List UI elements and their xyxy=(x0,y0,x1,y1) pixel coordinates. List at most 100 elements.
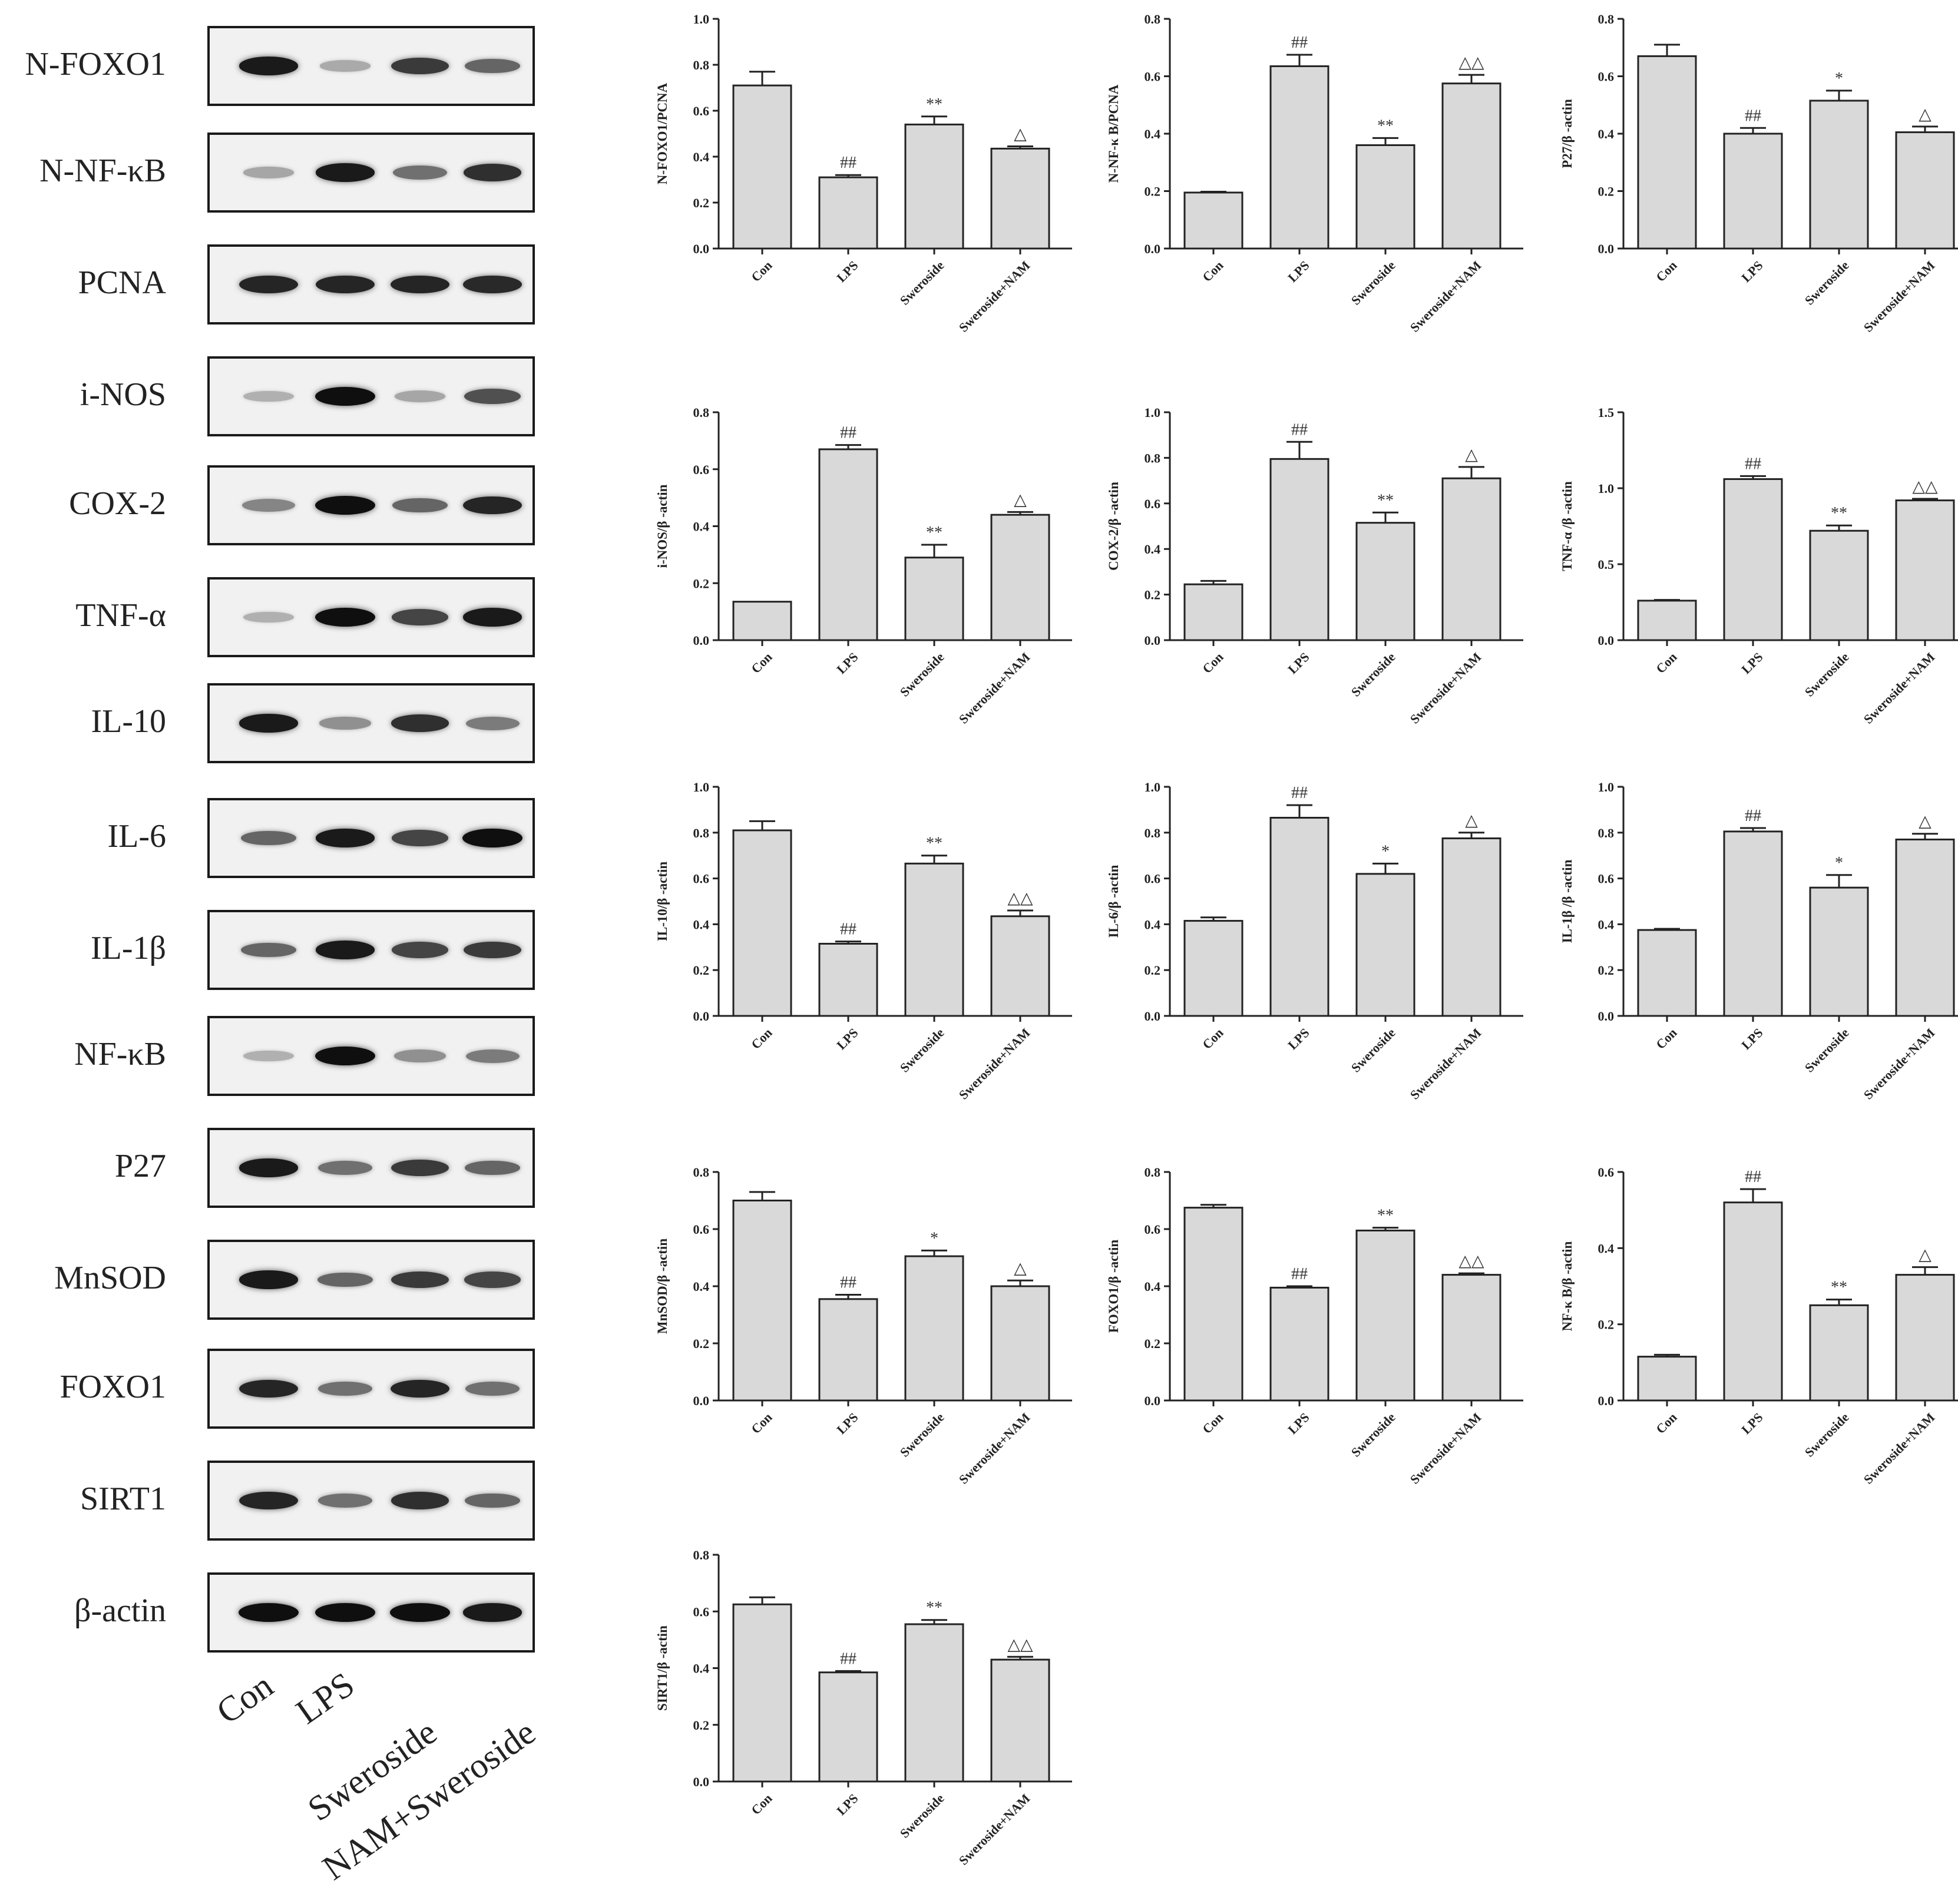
blot-band xyxy=(317,1161,373,1175)
x-tick-label: Con xyxy=(1653,1025,1679,1052)
significance-mark: △△ xyxy=(1458,1252,1484,1270)
x-tick-label: Con xyxy=(1653,1410,1679,1436)
blot-band xyxy=(391,830,449,846)
y-tick-label: 0.2 xyxy=(1598,1317,1615,1332)
y-tick-label: 0.8 xyxy=(1145,451,1161,465)
blot-band xyxy=(315,1047,375,1065)
x-tick-label: Sweroside+NAM xyxy=(1407,1025,1484,1102)
bar xyxy=(1637,55,1697,250)
blot-band xyxy=(465,1160,520,1175)
significance-mark: △ xyxy=(1465,446,1478,464)
x-tick-label: Con xyxy=(1199,258,1226,284)
blot-band xyxy=(463,164,522,181)
blot-band xyxy=(239,714,299,733)
bar xyxy=(1269,65,1329,250)
blot-strip xyxy=(207,26,535,106)
x-tick-label: Sweroside xyxy=(1348,1025,1398,1075)
y-tick-label: 0.6 xyxy=(1598,872,1615,886)
blot-band xyxy=(319,717,372,730)
blot-strip xyxy=(207,910,535,990)
blot-band xyxy=(391,275,449,294)
y-tick-label: 0.0 xyxy=(1145,1009,1161,1024)
y-tick-label: 0.6 xyxy=(1145,1222,1161,1237)
y-axis-label: N-NF-κ B/PCNA xyxy=(1106,84,1121,183)
bar xyxy=(818,448,878,641)
bar xyxy=(1183,1207,1243,1402)
blot-label: N-FOXO1 xyxy=(25,46,166,82)
significance-mark: ** xyxy=(926,1599,942,1617)
bar xyxy=(818,1671,878,1783)
bar xyxy=(1895,838,1955,1017)
bar xyxy=(818,942,878,1017)
blot-band xyxy=(239,1491,298,1510)
blot-band xyxy=(315,829,375,847)
bar xyxy=(1723,478,1783,641)
y-tick-label: 0.0 xyxy=(693,1774,710,1789)
blot-band xyxy=(465,716,520,730)
y-tick-label: 0.0 xyxy=(693,1393,710,1408)
x-tick-label: LPS xyxy=(1738,258,1765,285)
significance-mark: ## xyxy=(840,1274,856,1292)
blot-label: PCNA xyxy=(78,264,166,301)
western-blot-panel: N-FOXO1 N-NF-κB PCNA i-NOS COX-2 TNF-α IL-10 IL… xyxy=(0,0,548,1904)
blot-band xyxy=(465,1049,520,1063)
bar xyxy=(904,123,964,250)
bar xyxy=(1269,1286,1329,1402)
significance-mark: △ xyxy=(1014,1259,1027,1277)
x-tick-label: Sweroside+NAM xyxy=(1861,1410,1938,1487)
y-tick-label: 0.8 xyxy=(1598,12,1615,27)
y-tick-label: 0.8 xyxy=(693,826,710,840)
x-tick-label: Sweroside xyxy=(1802,258,1852,308)
blot-band xyxy=(243,611,294,623)
blot-band xyxy=(465,1382,520,1396)
y-tick-label: 0.4 xyxy=(1145,917,1161,932)
bar xyxy=(1441,82,1501,250)
y-tick-label: 0.2 xyxy=(1145,184,1161,199)
blot-band xyxy=(316,275,375,294)
blot-band xyxy=(391,57,449,75)
blot-band xyxy=(462,829,522,847)
bar xyxy=(1723,133,1783,250)
bar xyxy=(1809,1304,1869,1402)
significance-mark: ** xyxy=(1377,491,1394,509)
x-tick-label: Con xyxy=(748,1025,775,1052)
blot-band xyxy=(465,1493,520,1508)
bar xyxy=(990,915,1050,1017)
bar xyxy=(990,514,1050,641)
blot-band xyxy=(239,1379,298,1398)
bar xyxy=(1183,191,1243,250)
lane-label: LPS xyxy=(289,1664,362,1731)
blot-band xyxy=(239,1158,299,1177)
blot-band xyxy=(463,276,522,293)
blot-strip xyxy=(207,356,535,436)
blot-label: IL-1β xyxy=(91,930,166,966)
y-tick-label: 0.0 xyxy=(1598,633,1615,648)
significance-mark: ## xyxy=(1745,455,1761,473)
significance-mark: * xyxy=(1381,842,1390,860)
blot-strip xyxy=(207,465,535,545)
y-tick-label: 0.8 xyxy=(693,1548,710,1562)
y-tick-label: 1.0 xyxy=(1598,780,1615,794)
blot-band xyxy=(392,165,448,180)
blot-band xyxy=(241,830,296,846)
blot-band xyxy=(243,167,295,178)
significance-mark: * xyxy=(1835,69,1843,88)
y-tick-label: 0.4 xyxy=(1145,127,1161,141)
bar xyxy=(1895,1274,1955,1402)
bar xyxy=(1441,837,1501,1017)
x-tick-label: LPS xyxy=(834,258,861,285)
y-tick-label: 0.0 xyxy=(1145,633,1161,648)
significance-mark: △ xyxy=(1465,812,1478,830)
bar xyxy=(1355,873,1415,1017)
blot-label: N-NF-κB xyxy=(39,153,166,189)
y-tick-label: 0.0 xyxy=(1598,241,1615,256)
bar xyxy=(1809,100,1869,250)
blot-band xyxy=(239,1270,299,1289)
bar xyxy=(818,176,878,250)
y-tick-label: 0.5 xyxy=(1598,557,1615,572)
x-tick-label: Sweroside xyxy=(897,650,947,700)
blot-band xyxy=(391,942,449,958)
x-tick-label: Sweroside+NAM xyxy=(956,258,1033,335)
x-tick-label: Con xyxy=(748,1791,775,1817)
y-tick-label: 0.2 xyxy=(693,1718,710,1733)
